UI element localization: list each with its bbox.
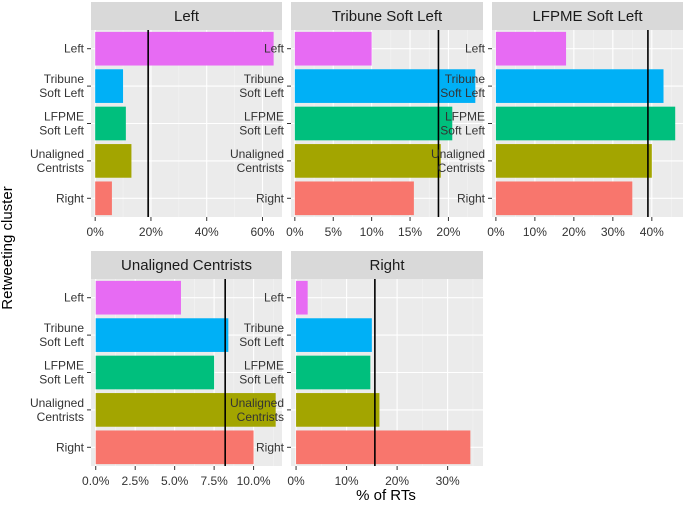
bar xyxy=(95,430,254,465)
facet-strip xyxy=(91,251,282,279)
x-tick-label: 0.0% xyxy=(82,474,110,488)
bar xyxy=(296,355,371,390)
bar xyxy=(294,69,476,103)
y-tick-label: Tribune Soft Left xyxy=(239,72,284,100)
bar xyxy=(495,181,633,216)
facet-panel: LFPME Soft Left 0% 10% 20% 30% 40% Left Tribune… xyxy=(431,2,683,239)
bar xyxy=(294,106,453,141)
facet-strip xyxy=(91,2,282,30)
x-tick-label: 20% xyxy=(436,225,460,239)
bar xyxy=(95,181,112,216)
bar xyxy=(495,106,676,141)
bar xyxy=(296,280,308,315)
x-tick-label: 10.0% xyxy=(237,474,271,488)
facet-title: Right xyxy=(369,257,405,274)
x-tick-label: 40% xyxy=(640,225,664,239)
x-tick-label: 2.5% xyxy=(122,474,150,488)
x-tick-label: 0% xyxy=(287,474,305,488)
y-tick-label: Left xyxy=(264,291,285,305)
facet-panel: Unaligned Centrists 0.0% 2.5% 5.0% 7.5% 10.0%… xyxy=(30,251,282,488)
y-tick-label: Unaligned Centrists xyxy=(230,396,284,424)
x-tick-label: 5% xyxy=(325,225,343,239)
y-tick-label: Right xyxy=(56,191,85,205)
x-tick-label: 10% xyxy=(523,225,547,239)
x-tick-label: 20% xyxy=(562,225,586,239)
x-tick-label: 0% xyxy=(487,225,505,239)
x-tick-label: 20% xyxy=(385,474,409,488)
bar xyxy=(294,31,372,66)
y-tick-label: Tribune Soft Left xyxy=(39,72,84,100)
bar xyxy=(296,393,380,427)
x-tick-label: 40% xyxy=(195,225,219,239)
facet-strip xyxy=(291,251,483,279)
y-tick-label: Right xyxy=(56,440,85,454)
y-tick-label: Unaligned Centrists xyxy=(230,147,284,175)
x-tick-label: 20% xyxy=(139,225,163,239)
y-tick-label: LFPME Soft Left xyxy=(39,359,84,387)
bar xyxy=(95,280,181,315)
x-tick-label: 30% xyxy=(601,225,625,239)
facet-panel: Left 0% 20% 40% 60% Left Tribune Soft Left LFPME… xyxy=(30,2,282,239)
x-tick-label: 60% xyxy=(250,225,274,239)
bar xyxy=(95,106,126,141)
y-tick-label: LFPME Soft Left xyxy=(239,359,284,387)
y-axis-title: Retweeting cluster xyxy=(0,186,16,309)
bar xyxy=(95,355,215,390)
y-tick-label: Left xyxy=(64,291,85,305)
y-tick-label: Right xyxy=(256,440,285,454)
x-tick-label: 0% xyxy=(286,225,304,239)
y-tick-label: Tribune Soft Left xyxy=(239,321,284,349)
bar xyxy=(495,144,652,178)
y-tick-label: Unaligned Centrists xyxy=(30,147,84,175)
x-tick-label: 15% xyxy=(398,225,422,239)
facet-strip xyxy=(291,2,483,30)
bar xyxy=(296,430,471,465)
facet-title: LFPME Soft Left xyxy=(532,8,643,25)
bar xyxy=(296,318,372,352)
bar xyxy=(95,393,276,427)
y-tick-label: LFPME Soft Left xyxy=(440,110,485,138)
x-tick-label: 10% xyxy=(360,225,384,239)
y-tick-label: Left xyxy=(64,42,85,56)
x-tick-label: 0% xyxy=(87,225,105,239)
bar xyxy=(95,318,229,352)
bar xyxy=(294,144,441,178)
bar xyxy=(95,69,124,103)
facet-strip xyxy=(492,2,683,30)
facet-panel: Tribune Soft Left 0% 5% 10% 15% 20% Left Tribun… xyxy=(230,2,483,239)
y-tick-label: LFPME Soft Left xyxy=(239,110,284,138)
y-tick-label: Right xyxy=(457,191,486,205)
y-tick-label: Unaligned Centrists xyxy=(30,396,84,424)
bar xyxy=(495,31,567,66)
y-tick-label: Left xyxy=(465,42,486,56)
y-tick-label: Tribune Soft Left xyxy=(39,321,84,349)
x-tick-label: 7.5% xyxy=(200,474,228,488)
x-tick-label: 5.0% xyxy=(161,474,189,488)
x-axis-title: % of RTs xyxy=(356,487,416,504)
x-tick-label: 30% xyxy=(436,474,460,488)
y-tick-label: LFPME Soft Left xyxy=(39,110,84,138)
facet-panel: Right 0% 10% 20% 30% Left Tribune Soft Left LFPM… xyxy=(230,251,483,488)
x-tick-label: 10% xyxy=(335,474,359,488)
y-tick-label: Tribune Soft Left xyxy=(440,72,485,100)
bar xyxy=(95,31,274,66)
facet-title: Left xyxy=(174,8,200,25)
y-tick-label: Unaligned Centrists xyxy=(431,147,485,175)
bar xyxy=(495,69,664,103)
y-tick-label: Right xyxy=(256,191,285,205)
bar xyxy=(294,181,414,216)
facet-title: Tribune Soft Left xyxy=(332,8,443,25)
facet-title: Unaligned Centrists xyxy=(121,257,252,274)
y-tick-label: Left xyxy=(264,42,285,56)
bar xyxy=(95,144,132,178)
